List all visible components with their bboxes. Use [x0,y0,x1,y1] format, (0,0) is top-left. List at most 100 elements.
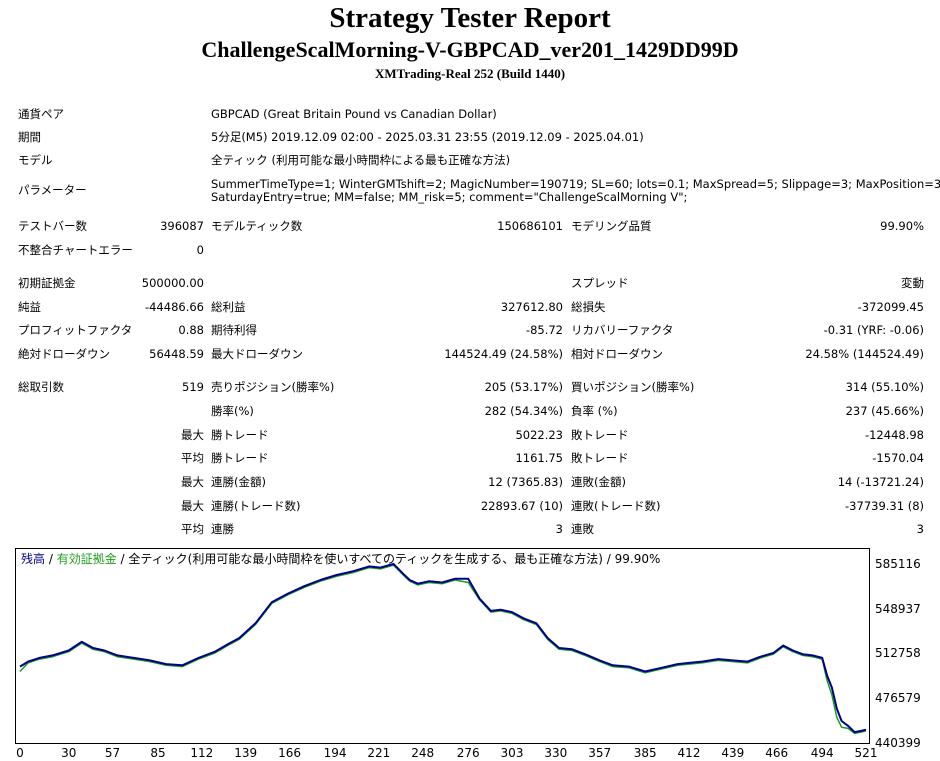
x-tick-label: 412 [677,746,701,760]
bars-label: テストバー数 [18,219,87,233]
x-tick-label: 85 [150,746,166,760]
gross-loss-label: 総損失 [571,300,606,314]
pf-label: プロフィットファクタ [18,323,133,337]
params-label: パラメーター [18,183,87,197]
consec-win-amt-value: 12 (7365.83) [488,475,563,489]
x-tick-label: 521 [854,746,878,760]
recovery-label: リカバリーファクタ [571,323,674,337]
consec-loss-cnt-value: -37739.31 (8) [845,499,924,513]
chart-legend: 残高 / 有効証拠金 / 全ティック(利用可能な最小時間枠を使いすべてのティック… [21,550,660,567]
consec-win-cnt-value: 22893.67 (10) [480,499,563,513]
legend-separator-1: / [45,552,57,566]
average-row-label: 平均 [181,451,204,465]
largest-loss-value: -12448.98 [864,428,924,442]
x-tick-label: 57 [104,746,121,760]
avg-loss-value: -1570.04 [872,451,924,465]
largest-win-label: 勝トレード [211,428,269,442]
y-tick-label: 548937 [875,601,921,616]
gross-profit-label: 総利益 [211,300,246,314]
rel-dd-label: 相対ドローダウン [571,347,663,361]
net-value: -44486.66 [144,300,204,314]
balance-line [19,562,867,734]
winrate-label: 勝率(%) [211,404,254,418]
trades-label: 総取引数 [18,380,64,394]
payoff-label: 期待利得 [211,323,257,337]
avg-loss-label: 敗トレード [571,451,629,465]
abs-dd-value: 56448.59 [149,347,204,361]
equity-line [19,564,867,735]
y-tick-label: 476579 [875,691,921,706]
trades-value: 519 [182,380,204,394]
long-label: 買いポジション(勝率%) [571,380,695,394]
mismatch-label: 不整合チャートエラー [18,243,133,257]
report-subtitle: ChallengeScalMorning-V-GBPCAD_ver201_142… [201,37,739,62]
legend-description: 全ティック(利用可能な最小時間枠を使いすべてのティックを生成する、最も正確な方法… [128,552,661,566]
x-tick-label: 357 [588,746,612,760]
balance-chart [15,548,870,744]
legend-separator-2: / [116,552,129,566]
x-tick-label: 330 [544,746,568,760]
avg-win-label: 勝トレード [211,451,269,465]
spread-value: 変動 [901,276,924,290]
avg-consec-win-value: 3 [555,522,563,536]
x-tick-label: 30 [61,746,77,760]
legend-balance: 残高 [21,552,46,566]
period-label: 期間 [18,130,41,144]
avg-win-value: 1161.75 [515,451,563,465]
consec-loss-amt-label: 連敗(金額) [571,475,626,489]
quality-label: モデリング品質 [571,219,652,233]
deposit-value: 500000.00 [141,276,204,290]
x-tick-label: 494 [810,746,834,760]
short-label: 売りポジション(勝率%) [211,380,335,394]
consec-win-amt-label: 連勝(金額) [211,475,266,489]
y-tick-label: 512758 [875,646,921,661]
y-tick-label: 440399 [875,736,921,750]
x-tick-label: 303 [500,746,524,760]
consec-loss-cnt-label: 連敗(トレード数) [571,499,661,513]
x-tick-label: 139 [234,746,258,760]
model-label: モデル [18,153,53,167]
params-line-1: SummerTimeType=1; WinterGMTshift=2; Magi… [211,177,940,191]
x-tick-label: 439 [721,746,745,760]
gross-loss-value: -372099.45 [857,300,924,314]
largest-row-label: 最大 [181,428,204,442]
consec-win-cnt-label: 連勝(トレード数) [211,499,301,513]
long-value: 314 (55.10%) [845,380,924,394]
period-value: 5分足(M5) 2019.12.09 02:00 - 2025.03.31 23… [211,130,644,144]
legend-equity: 有効証拠金 [56,552,117,566]
avg-consec-row-label: 平均 [181,522,204,536]
max-dd-label: 最大ドローダウン [211,347,303,361]
avg-consec-loss-label: 連敗 [571,522,594,536]
largest-win-value: 5022.23 [515,428,563,442]
x-tick-label: 221 [367,746,391,760]
pair-value: GBPCAD (Great Britain Pound vs Canadian … [211,107,497,121]
model-value: 全ティック (利用可能な最小時間枠による最も正確な方法) [211,153,511,167]
rel-dd-value: 24.58% (144524.49) [805,347,924,361]
report-build: XMTrading-Real 252 (Build 1440) [374,66,566,81]
ticks-label: モデルティック数 [211,219,303,233]
spread-label: スプレッド [571,276,629,290]
x-tick-label: 248 [411,746,435,760]
x-tick-label: 194 [323,746,347,760]
recovery-value: -0.31 (YRF: -0.06) [823,323,924,337]
pf-value: 0.88 [178,323,204,337]
bars-value: 396087 [160,219,204,233]
x-tick-label: 466 [765,746,789,760]
max-dd-value: 144524.49 (24.58%) [444,347,563,361]
abs-dd-label: 絶対ドローダウン [18,347,110,361]
report-title: Strategy Tester Report [329,2,611,34]
params-line-2: SaturdayEntry=true; MM=false; MM_risk=5;… [211,190,688,204]
x-tick-label: 112 [190,746,214,760]
consec-loss-amt-value: 14 (-13721.24) [837,475,924,489]
x-tick-label: 385 [633,746,657,760]
ticks-value: 150686101 [497,219,563,233]
payoff-value: -85.72 [525,323,563,337]
x-tick-label: 166 [278,746,301,760]
quality-value: 99.90% [880,219,924,233]
lossrate-value: 237 (45.66%) [845,404,924,418]
deposit-label: 初期証拠金 [18,276,76,290]
y-tick-label: 585116 [875,557,921,571]
lossrate-label: 負率 (%) [571,404,618,418]
winrate-value: 282 (54.34%) [484,404,563,418]
